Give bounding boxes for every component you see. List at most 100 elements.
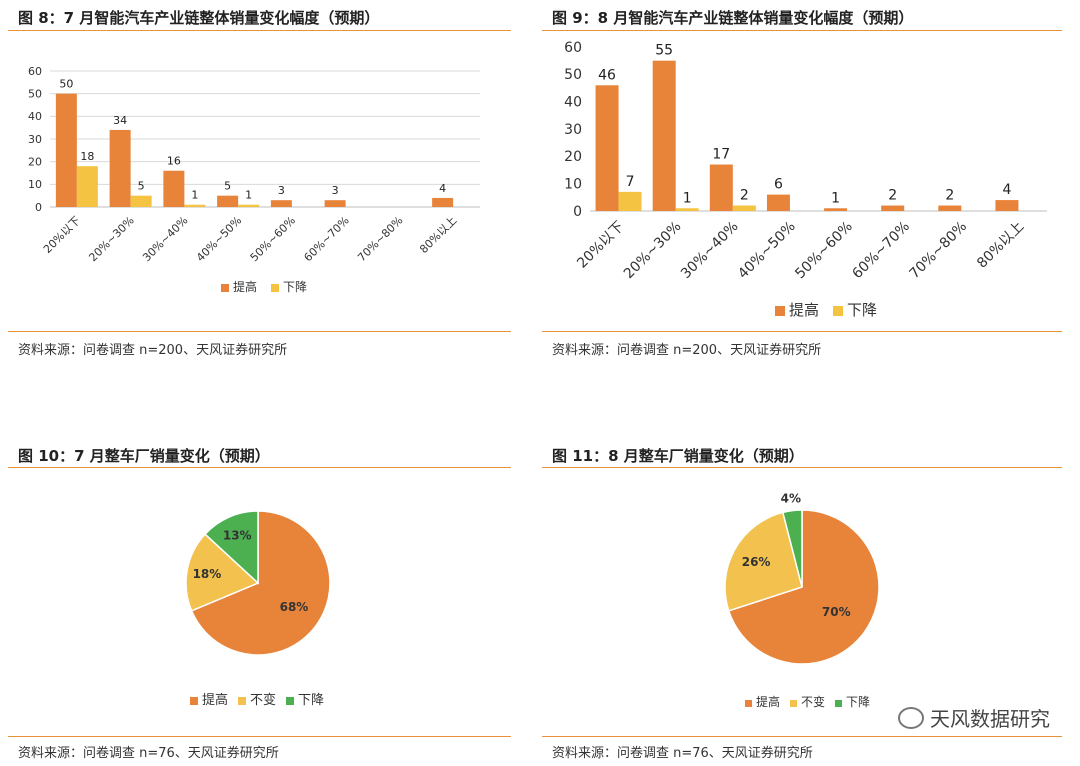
data-label: 2: [945, 188, 954, 204]
y-tick-label: 40: [564, 95, 582, 111]
legend-swatch: [775, 306, 785, 316]
pie-chart-july: 68% 18% 13% 提高 不变 下降: [185, 510, 331, 708]
x-tick-label: 30%~40%: [140, 214, 190, 264]
data-label: 16: [167, 155, 181, 168]
bar: [217, 195, 239, 207]
bar: [238, 204, 260, 207]
legend-label: 提高: [202, 692, 228, 708]
data-label: 4: [439, 182, 446, 195]
watermark: 天风数据研究: [898, 703, 1050, 732]
x-tick-label: 80%以上: [974, 219, 1027, 272]
bar: [675, 208, 699, 211]
legend-label: 下降: [283, 280, 307, 294]
data-label: 1: [831, 190, 840, 206]
bar: [618, 191, 642, 211]
source-rule: [8, 331, 511, 332]
wechat-icon: [898, 707, 924, 729]
y-tick-label: 10: [28, 178, 42, 191]
bar: [938, 205, 962, 211]
pie-chart-august: 70% 26% 4% 提高 不变 下降: [724, 491, 880, 709]
slice-label: 18%: [193, 567, 222, 581]
legend-swatch: [221, 284, 229, 292]
chart-title: 图 9：8 月智能汽车产业链整体销量变化幅度（预期）: [552, 9, 914, 27]
data-label: 5: [224, 180, 231, 193]
bar: [55, 93, 77, 207]
source-note: 资料来源：问卷调查 n=76、天风证券研究所: [18, 746, 279, 761]
legend-swatch: [190, 697, 198, 705]
source-note: 资料来源：问卷调查 n=200、天风证券研究所: [18, 343, 288, 358]
legend-swatch: [271, 284, 279, 292]
slice-label: 68%: [280, 600, 309, 614]
data-label: 1: [191, 189, 198, 202]
y-tick-label: 20: [28, 156, 42, 169]
data-label: 17: [712, 147, 730, 163]
title-rule: [542, 467, 1062, 468]
data-label: 46: [598, 67, 616, 83]
x-tick-label: 70%~80%: [355, 214, 405, 264]
title-rule: [8, 467, 511, 468]
bar: [109, 129, 131, 207]
y-tick-label: 30: [28, 133, 42, 146]
pie-slice: [727, 509, 880, 665]
data-label: 3: [332, 184, 339, 197]
bar: [824, 208, 848, 211]
data-label: 1: [683, 190, 692, 206]
slice-label: 13%: [223, 529, 252, 543]
bar: [995, 200, 1019, 211]
chart-title: 图 11：8 月整车厂销量变化（预期）: [552, 447, 804, 465]
y-tick-label: 20: [564, 149, 582, 165]
data-label: 4: [1002, 182, 1011, 198]
bar: [595, 85, 619, 211]
legend-label: 提高: [756, 694, 780, 709]
slice-label: 26%: [742, 555, 771, 569]
y-tick-label: 50: [28, 88, 42, 101]
source-note: 资料来源：问卷调查 n=200、天风证券研究所: [552, 343, 822, 358]
title-rule: [8, 30, 511, 31]
legend-swatch: [286, 697, 294, 705]
pie-slice: [204, 510, 259, 585]
title-rule: [542, 30, 1062, 31]
source-note: 资料来源：问卷调查 n=76、天风证券研究所: [552, 746, 813, 761]
x-tick-label: 80%以上: [417, 214, 459, 256]
y-tick-label: 0: [573, 204, 582, 220]
pie-slice: [724, 511, 803, 612]
x-tick-label: 50%~60%: [248, 214, 298, 264]
data-label: 1: [245, 189, 252, 202]
y-tick-label: 60: [564, 40, 582, 56]
data-label: 6: [774, 177, 783, 193]
bar: [766, 194, 790, 211]
source-rule: [542, 331, 1062, 332]
bar: [270, 200, 292, 207]
bar: [732, 205, 756, 211]
legend-swatch: [790, 700, 797, 707]
slice-label: 4%: [781, 491, 801, 505]
bar: [130, 195, 152, 207]
bar: [881, 205, 905, 211]
bar-chart-august: 010203040506046720%以下55120%~30%17230%~40…: [564, 40, 1047, 319]
legend-label: 不变: [250, 692, 276, 708]
data-label: 3: [278, 184, 285, 197]
y-tick-label: 50: [564, 67, 582, 83]
data-label: 5: [138, 180, 145, 193]
data-label: 7: [626, 174, 635, 190]
bar: [76, 166, 98, 207]
data-label: 55: [655, 43, 673, 59]
bar: [324, 200, 346, 207]
chart-title: 图 8：7 月智能汽车产业链整体销量变化幅度（预期）: [18, 9, 380, 27]
x-tick-label: 20%以下: [574, 219, 627, 272]
y-tick-label: 60: [28, 65, 42, 78]
legend-label: 下降: [298, 693, 324, 708]
x-tick-label: 40%~50%: [735, 219, 799, 283]
bar-chart-july: 0102030405060501820%以下34520%~30%16130%~4…: [28, 65, 480, 294]
data-label: 2: [888, 188, 897, 204]
bar: [652, 60, 676, 211]
legend-swatch: [745, 700, 752, 707]
source-rule: [542, 736, 1062, 737]
source-rule: [8, 736, 511, 737]
pie-slice: [190, 510, 331, 656]
y-tick-label: 40: [28, 110, 42, 123]
slice-label: 70%: [822, 605, 851, 619]
x-tick-label: 20%以下: [41, 214, 83, 256]
chart-panel-1: 图 8：7 月智能汽车产业链整体销量变化幅度（预期） 0 10 20 30 40 50 60…: [8, 0, 511, 360]
chart-panel-3: 图 10：7 月整车厂销量变化（预期） 68% 18% 13% 提高 不变 下降 资料来源…: [8, 438, 511, 766]
